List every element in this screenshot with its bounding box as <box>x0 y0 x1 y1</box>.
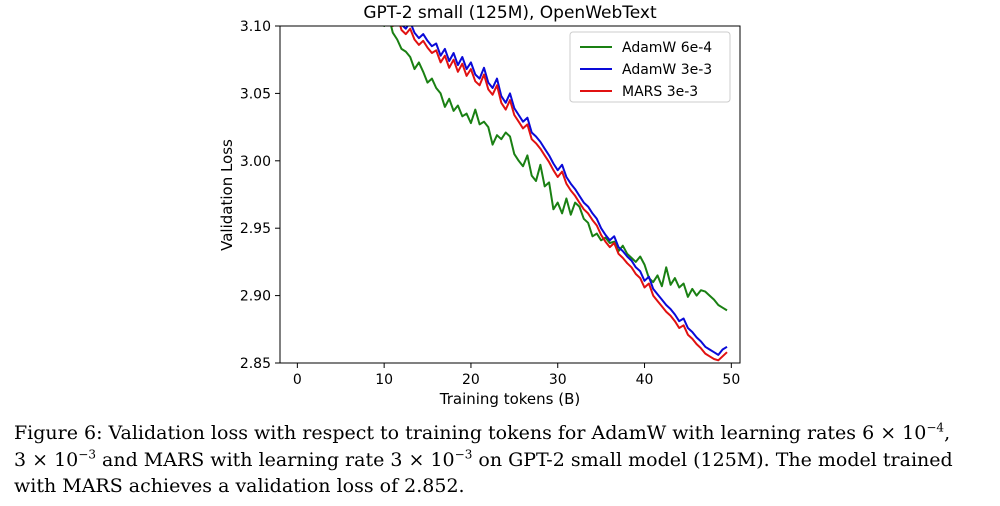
x-tick-label: 50 <box>722 372 740 388</box>
plot-frame <box>279 25 741 364</box>
ticks-layer: 0 10 20 30 40 50 2.85 2.90 2.95 3.00 3.05 3.10 <box>240 19 740 388</box>
y-tick-label: 3.10 <box>240 19 271 35</box>
x-tick-label: 10 <box>375 372 393 388</box>
caption-line-1: Figure 6: Validation loss with respect t… <box>14 420 951 444</box>
y-axis-label: Validation Loss <box>218 139 236 251</box>
caption-line-3: with MARS achieves a validation loss of … <box>14 475 465 497</box>
legend-label: AdamW 6e-4 <box>622 40 712 56</box>
series-line-mars-3e-3 <box>391 26 728 362</box>
y-tick-label: 2.90 <box>240 289 271 305</box>
caption-line-2: 3 × 10−3 and MARS with learning rate 3 ×… <box>14 447 953 471</box>
series-line-adamw-6e-4 <box>383 26 728 312</box>
y-tick-label: 2.85 <box>240 356 271 372</box>
legend-box <box>569 31 731 103</box>
chart: GPT-2 small (125M), OpenWebText Validati… <box>218 3 741 408</box>
legend-label: MARS 3e-3 <box>622 84 698 100</box>
chart-title: GPT-2 small (125M), OpenWebText <box>363 3 657 23</box>
legend: AdamW 6e-4 AdamW 3e-3 MARS 3e-3 <box>569 31 731 103</box>
figure-caption: Figure 6: Validation loss with respect t… <box>14 420 994 500</box>
y-tick-label: 3.00 <box>240 154 271 170</box>
x-axis-label: Training tokens (B) <box>439 390 580 408</box>
series-layer <box>383 26 728 362</box>
series-line-adamw-3e-3 <box>401 26 728 356</box>
legend-label: AdamW 3e-3 <box>622 62 712 78</box>
x-tick-label: 30 <box>549 372 567 388</box>
x-tick-label: 20 <box>462 372 480 388</box>
x-tick-label: 40 <box>636 372 654 388</box>
x-tick-label: 0 <box>293 372 302 388</box>
y-tick-label: 3.05 <box>240 86 271 102</box>
y-tick-label: 2.95 <box>240 221 271 237</box>
